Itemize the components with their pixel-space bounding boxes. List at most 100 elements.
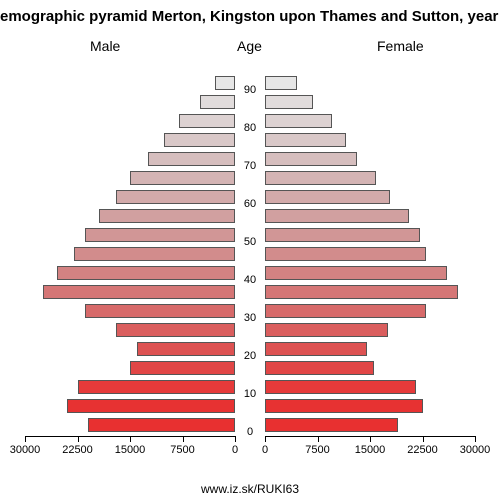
population-bar [137, 342, 235, 356]
population-bar [265, 285, 458, 299]
age-tick: 10 [235, 388, 265, 400]
population-bar [265, 399, 423, 413]
bar-row [25, 190, 235, 204]
population-bar [130, 171, 235, 185]
chart-title: emographic pyramid Merton, Kingston upon… [0, 8, 500, 25]
population-bar [265, 380, 416, 394]
bar-row [265, 361, 475, 375]
population-bar [78, 380, 236, 394]
x-tick-label: 22500 [407, 444, 438, 456]
male-half [25, 56, 235, 436]
x-tick-label: 15000 [115, 444, 146, 456]
population-bar [200, 95, 235, 109]
population-bar [265, 209, 409, 223]
population-bar [88, 418, 235, 432]
population-bar [265, 171, 376, 185]
population-bar [265, 304, 426, 318]
population-bar [265, 228, 420, 242]
bar-row [25, 114, 235, 128]
bar-row [265, 247, 475, 261]
age-tick: 50 [235, 236, 265, 248]
population-bar [74, 247, 235, 261]
bar-row [25, 266, 235, 280]
bar-row [265, 171, 475, 185]
x-tick-label: 15000 [355, 444, 386, 456]
bar-row [25, 133, 235, 147]
population-bar [99, 209, 236, 223]
age-tick: 70 [235, 160, 265, 172]
bar-row [265, 380, 475, 394]
x-tick-label: 7500 [305, 444, 329, 456]
age-tick: 30 [235, 312, 265, 324]
bar-row [265, 266, 475, 280]
population-bar [85, 228, 236, 242]
population-bar [265, 76, 297, 90]
age-tick: 20 [235, 350, 265, 362]
male-label: Male [90, 38, 120, 54]
bar-row [25, 95, 235, 109]
x-tick-label: 0 [232, 444, 238, 456]
female-half [265, 56, 475, 436]
bar-row [265, 285, 475, 299]
population-bar [116, 323, 235, 337]
bar-row [265, 342, 475, 356]
bar-row [25, 399, 235, 413]
bar-row [265, 114, 475, 128]
population-bar [265, 95, 313, 109]
age-tick: 80 [235, 122, 265, 134]
bar-row [25, 323, 235, 337]
pyramid-chart: 0102030405060708090 [25, 56, 475, 436]
bar-row [265, 209, 475, 223]
age-label: Age [237, 38, 262, 54]
bar-row [25, 209, 235, 223]
population-bar [265, 133, 346, 147]
age-tick: 90 [235, 84, 265, 96]
bar-row [265, 304, 475, 318]
bar-row [265, 418, 475, 432]
population-bar [116, 190, 235, 204]
population-bar [265, 418, 398, 432]
population-bar [265, 342, 367, 356]
bar-row [265, 133, 475, 147]
population-bar [164, 133, 235, 147]
bar-row [25, 361, 235, 375]
population-bar [265, 361, 374, 375]
bar-row [25, 342, 235, 356]
bar-row [25, 76, 235, 90]
bar-row [265, 323, 475, 337]
x-tick-label: 30000 [10, 444, 41, 456]
population-bar [265, 266, 447, 280]
age-tick: 40 [235, 274, 265, 286]
footer-link: www.iz.sk/RUKI63 [0, 482, 500, 496]
x-tick-label: 0 [262, 444, 268, 456]
bar-row [25, 304, 235, 318]
bar-row [25, 171, 235, 185]
population-bar [179, 114, 235, 128]
bar-row [265, 95, 475, 109]
bar-row [265, 190, 475, 204]
bar-row [265, 152, 475, 166]
bar-row [265, 228, 475, 242]
population-bar [265, 114, 332, 128]
bar-row [25, 285, 235, 299]
population-bar [43, 285, 236, 299]
x-tick-label: 30000 [460, 444, 491, 456]
bar-row [265, 76, 475, 90]
x-tick-label: 22500 [62, 444, 93, 456]
bar-row [265, 399, 475, 413]
population-bar [215, 76, 235, 90]
bar-row [25, 380, 235, 394]
population-bar [130, 361, 235, 375]
population-bar [265, 190, 390, 204]
bar-row [25, 152, 235, 166]
bar-row [25, 247, 235, 261]
population-bar [85, 304, 236, 318]
age-axis: 0102030405060708090 [235, 56, 265, 436]
age-tick: 60 [235, 198, 265, 210]
population-bar [67, 399, 235, 413]
x-axis: 3000022500150007500075001500022500300000 [25, 436, 475, 466]
bar-row [25, 418, 235, 432]
population-bar [265, 323, 388, 337]
bar-row [25, 228, 235, 242]
population-bar [265, 247, 426, 261]
